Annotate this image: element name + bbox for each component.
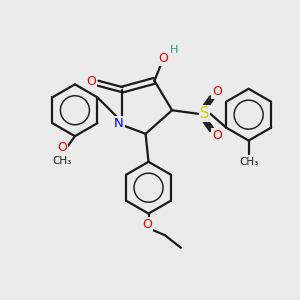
- Text: O: O: [212, 85, 222, 98]
- Text: O: O: [158, 52, 168, 64]
- Text: CH₃: CH₃: [52, 156, 72, 166]
- Text: S: S: [200, 106, 209, 121]
- Text: O: O: [212, 129, 222, 142]
- Text: O: O: [142, 218, 152, 231]
- Text: CH₃: CH₃: [239, 157, 258, 167]
- Text: H: H: [170, 45, 178, 55]
- Text: N: N: [114, 117, 124, 130]
- Text: O: O: [86, 75, 96, 88]
- Text: O: O: [57, 141, 67, 154]
